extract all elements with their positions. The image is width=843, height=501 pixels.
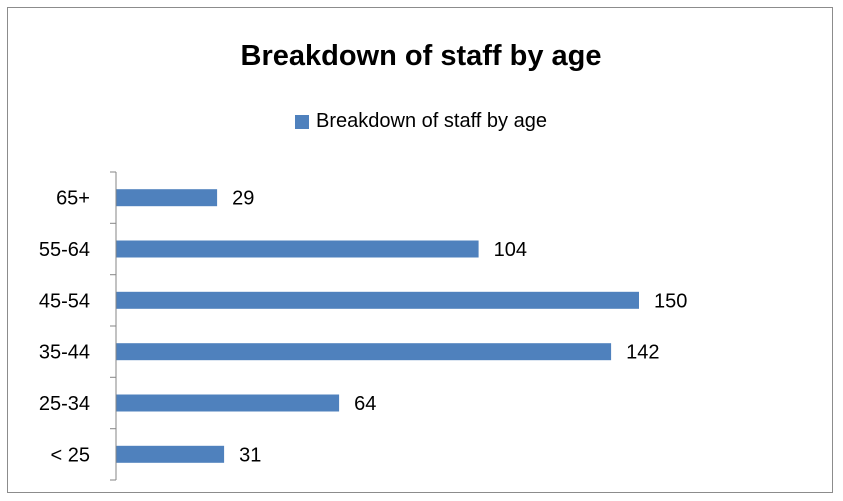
data-label: 142 (626, 342, 659, 364)
bar (116, 394, 340, 412)
data-label: 64 (354, 393, 376, 415)
category-label: 55-64 (39, 239, 90, 261)
category-label: < 25 (51, 444, 90, 466)
bar (116, 343, 612, 361)
legend-label: Breakdown of staff by age (316, 110, 547, 132)
data-label: 29 (232, 188, 254, 210)
bar (116, 291, 639, 309)
legend-swatch (295, 114, 310, 129)
category-label: 25-34 (39, 393, 90, 415)
category-label: 35-44 (39, 342, 90, 364)
chart-title: Breakdown of staff by age (240, 40, 602, 72)
bar (116, 240, 479, 258)
data-label: 150 (654, 290, 687, 312)
bar (116, 189, 218, 207)
legend: Breakdown of staff by age (8, 110, 834, 133)
category-label: 65+ (56, 188, 90, 210)
category-label: 45-54 (39, 290, 90, 312)
bar (116, 445, 225, 463)
data-label: 104 (494, 239, 527, 261)
data-label: 31 (239, 444, 261, 466)
